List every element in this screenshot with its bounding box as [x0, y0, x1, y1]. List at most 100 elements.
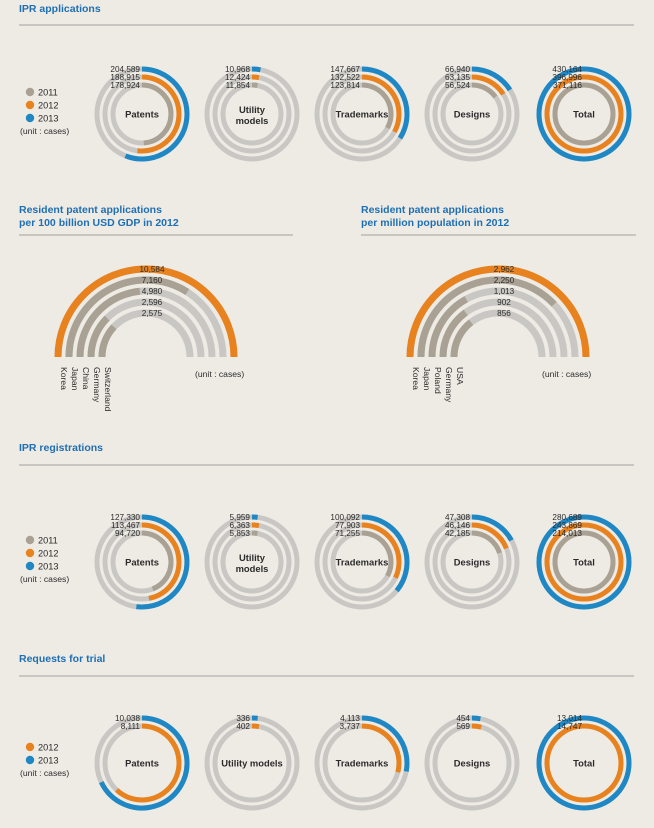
ring-2013: [251, 66, 261, 73]
value-label-2012: 63,135: [445, 73, 470, 82]
arc-china: [76, 287, 141, 358]
center-label: Total: [573, 557, 595, 568]
country-label-switzerland: Switzerland: [103, 367, 113, 412]
unit-label: (unit : cases): [195, 369, 244, 379]
legend-dot-2012: [25, 548, 35, 558]
country-label-korea: Korea: [411, 367, 421, 390]
legend-label-2013: 2013: [38, 561, 58, 571]
value-label-2013: 454: [456, 714, 470, 723]
arc-value-japan: 7,160: [142, 276, 163, 285]
ring-2013: [124, 66, 190, 162]
arc-chart-title: Resident patent applications per million …: [361, 204, 509, 229]
arc-value-usa: 856: [497, 309, 511, 318]
value-label-2011: 5,853: [230, 529, 251, 538]
section-title: Requests for trial: [19, 653, 105, 665]
arc-value-korea: 2,962: [494, 265, 515, 274]
arc-usa: [450, 319, 474, 358]
legend-dot-2012: [25, 100, 35, 110]
ring-2012: [114, 723, 182, 803]
ring-2012: [251, 723, 260, 730]
ring-2012: [361, 522, 402, 579]
value-label-2013: 13,014: [557, 714, 582, 723]
value-label-2012: 113,467: [111, 521, 140, 530]
value-label-2013: 47,308: [445, 513, 470, 522]
unit-label: (unit : cases): [542, 369, 591, 379]
center-label: Total: [573, 109, 595, 120]
ring-2012: [137, 74, 182, 154]
arc-germany: [439, 309, 468, 358]
value-label-2011: 71,255: [335, 529, 360, 538]
center-label: Total: [573, 758, 595, 769]
legend-label-2013: 2013: [38, 113, 58, 123]
ring-2013: [471, 715, 481, 722]
ring-2012: [471, 74, 506, 96]
center-label: Designs: [454, 109, 490, 120]
section-title: IPR applications: [19, 3, 101, 15]
ring-2011: [141, 530, 174, 592]
ring-2013: [471, 514, 514, 542]
ring-2012: [471, 522, 509, 550]
center-label: Patents: [125, 758, 159, 769]
value-label-2013: 5,959: [230, 513, 251, 522]
country-label-china: China: [81, 367, 91, 390]
country-label-japan: Japan: [422, 367, 432, 391]
arc-chart: 10,584 Korea 7,160 Japan 4,980 China 2,596 Germ…: [54, 265, 238, 412]
arc-track: [98, 309, 194, 358]
legend-label-2011: 2011: [38, 535, 58, 545]
legend-label-2012: 2012: [38, 548, 58, 558]
value-label-2012: 8,111: [121, 722, 141, 731]
value-label-2013: 280,689: [552, 513, 582, 522]
value-label-2012: 14,747: [557, 722, 582, 731]
legend-label-2013: 2013: [38, 755, 58, 765]
section-title: IPR registrations: [19, 442, 103, 454]
value-label-2011: 178,924: [110, 81, 140, 90]
ring-2011: [552, 82, 616, 146]
ring-2012: [544, 723, 624, 803]
center-label: Patents: [125, 557, 159, 568]
arc-value-germany: 902: [497, 298, 511, 307]
arc-value-china: 4,980: [142, 287, 163, 296]
arc-switzerland: [98, 324, 117, 358]
legend-dot-2012: [25, 742, 35, 752]
value-label-2013: 100,092: [330, 513, 360, 522]
value-label-2011: 371,116: [553, 81, 582, 90]
arc-value-germany: 2,596: [142, 298, 163, 307]
value-label-2012: 46,146: [445, 521, 470, 530]
value-label-2012: 77,903: [335, 521, 360, 530]
value-label-2013: 4,113: [340, 714, 360, 723]
arc-value-korea: 10,584: [139, 265, 164, 274]
ring-2013: [536, 514, 632, 610]
ring-2013: [136, 514, 190, 610]
ring-2012: [471, 723, 482, 730]
value-label-2013: 10,038: [115, 714, 140, 723]
value-label-2011: 123,814: [330, 81, 360, 90]
legend-dot-2013: [25, 755, 35, 765]
value-label-2012: 188,915: [110, 73, 140, 82]
ring-2011: [361, 530, 394, 578]
value-label-2011: 56,524: [445, 81, 470, 90]
value-label-2012: 3,737: [340, 722, 361, 731]
country-label-usa: USA: [455, 367, 465, 385]
unit-label: (unit : cases): [20, 126, 69, 136]
ring-2013: [99, 715, 190, 811]
legend-dot-2011: [25, 87, 35, 97]
ring-2013: [361, 514, 410, 593]
legend-dot-2013: [25, 113, 35, 123]
value-label-2013: 147,667: [330, 65, 360, 74]
ring-2013: [361, 715, 410, 772]
country-label-germany: Germany: [92, 367, 102, 403]
legend-dot-2011: [25, 535, 35, 545]
value-label-2013: 430,164: [552, 65, 582, 74]
arc-japan: [65, 276, 190, 358]
arc-value-poland: 1,013: [494, 287, 515, 296]
center-label: Utility models: [236, 104, 269, 126]
unit-label: (unit : cases): [20, 768, 69, 778]
